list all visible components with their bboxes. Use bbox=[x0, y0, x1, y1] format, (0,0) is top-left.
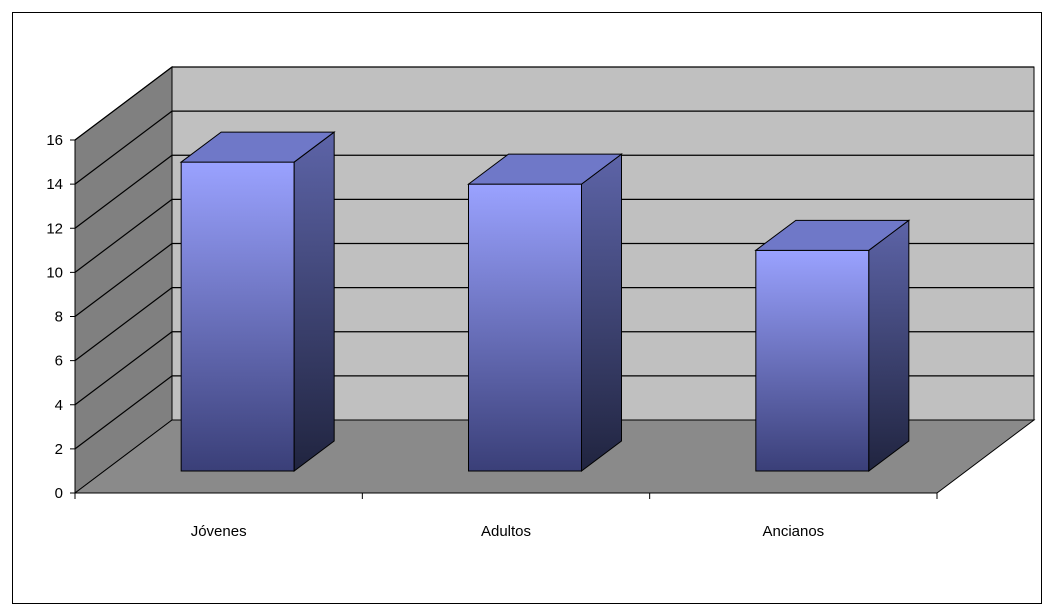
gridline bbox=[74, 154, 1034, 229]
gridline bbox=[74, 110, 1034, 185]
bar-top bbox=[467, 153, 623, 185]
gridline bbox=[74, 198, 1034, 273]
x-category-label: Adultos bbox=[481, 523, 531, 540]
y-tick-label: 10 bbox=[46, 264, 63, 281]
bar-side bbox=[293, 131, 335, 472]
bar-side bbox=[581, 153, 622, 472]
y-tick-label: 8 bbox=[55, 309, 63, 326]
y-tick-label: 4 bbox=[55, 397, 63, 414]
x-category-label: Ancianos bbox=[762, 523, 824, 540]
bar-front bbox=[468, 183, 582, 472]
bar-front bbox=[180, 161, 295, 472]
gridline bbox=[74, 242, 1034, 317]
bar-top bbox=[179, 131, 336, 163]
gridline bbox=[74, 375, 1034, 450]
y-tick-label: 6 bbox=[55, 353, 63, 370]
y-tick-label: 16 bbox=[46, 132, 63, 149]
bar-Adultos bbox=[467, 153, 623, 472]
gridline bbox=[74, 66, 1034, 141]
bar-Ancianos bbox=[754, 219, 911, 472]
y-tick-label: 14 bbox=[46, 176, 63, 193]
bar-Jóvenes bbox=[179, 131, 336, 472]
bar-side bbox=[868, 219, 910, 472]
bar-top bbox=[754, 219, 911, 251]
y-tick-label: 2 bbox=[55, 441, 63, 458]
gridline bbox=[74, 331, 1034, 406]
x-category-label: Jóvenes bbox=[191, 523, 247, 540]
y-tick-label: 0 bbox=[55, 485, 63, 502]
y-tick-label: 12 bbox=[46, 220, 63, 237]
bar-front bbox=[755, 249, 870, 472]
gridline bbox=[74, 287, 1034, 362]
